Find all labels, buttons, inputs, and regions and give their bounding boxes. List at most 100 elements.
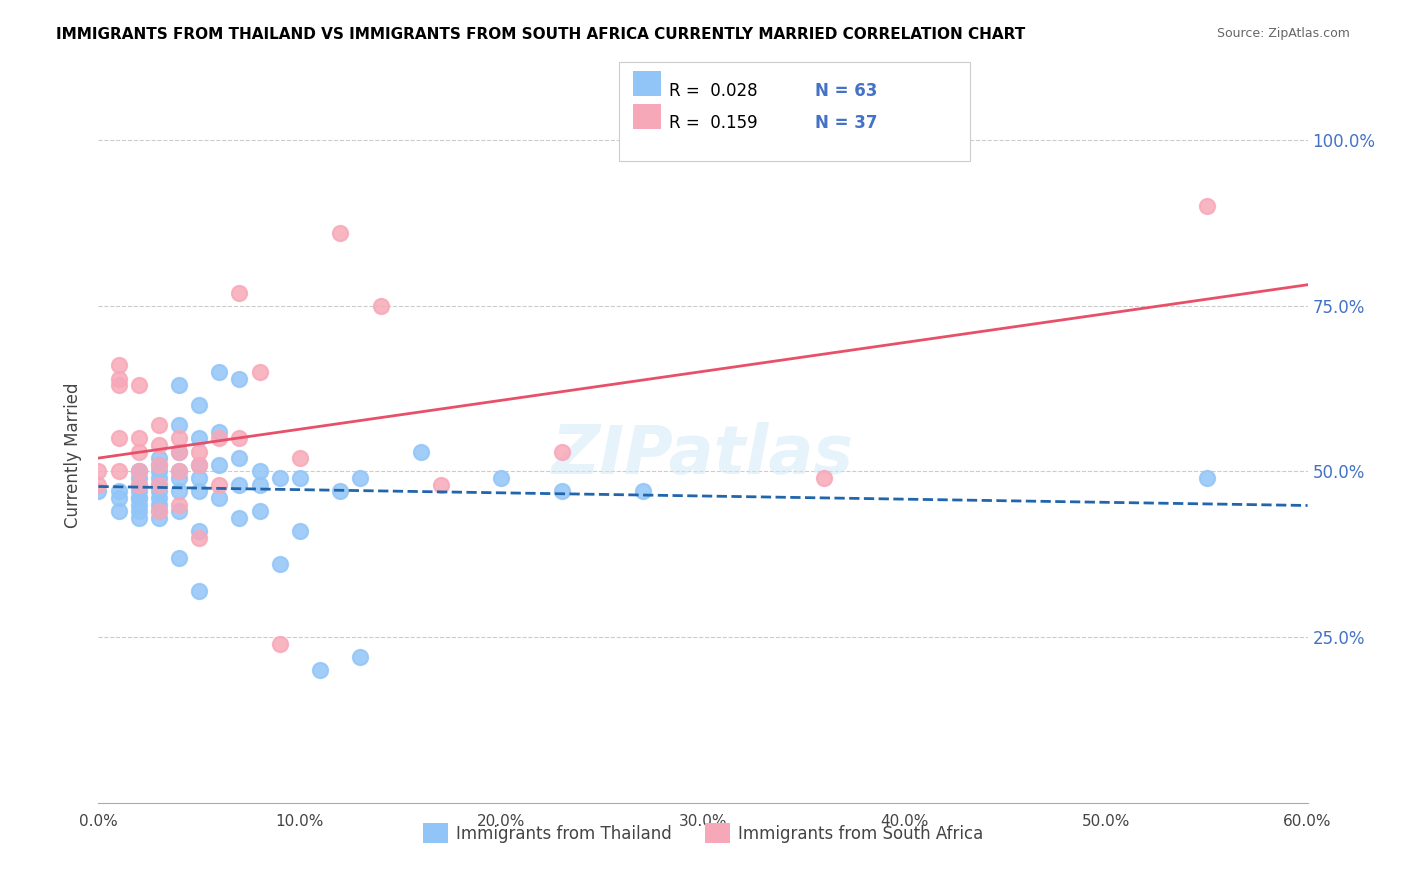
Point	[128, 491, 150, 505]
Point	[87, 477, 110, 491]
Point	[167, 504, 190, 518]
Point	[430, 477, 453, 491]
Point	[167, 444, 190, 458]
Point	[551, 484, 574, 499]
Point	[128, 378, 150, 392]
Point	[107, 372, 129, 386]
Point	[107, 431, 129, 445]
Point	[167, 378, 190, 392]
Point	[167, 465, 190, 479]
Point	[228, 431, 250, 445]
Point	[188, 431, 211, 445]
Point	[167, 498, 190, 512]
Point	[188, 471, 211, 485]
Point	[128, 511, 150, 525]
Point	[249, 365, 271, 379]
Point	[188, 458, 211, 472]
Point	[167, 484, 190, 499]
Point	[269, 558, 291, 572]
Point	[228, 451, 250, 466]
Text: ZIPatlas: ZIPatlas	[553, 422, 853, 488]
Point	[551, 444, 574, 458]
Point	[128, 465, 150, 479]
Point	[228, 285, 250, 300]
Point	[409, 444, 432, 458]
Text: R =  0.028: R = 0.028	[669, 82, 758, 100]
Point	[491, 471, 513, 485]
Point	[208, 431, 231, 445]
Point	[128, 477, 150, 491]
Point	[167, 418, 190, 433]
Point	[128, 498, 150, 512]
Point	[1195, 471, 1218, 485]
Point	[148, 477, 170, 491]
Point	[228, 372, 250, 386]
Point	[128, 465, 150, 479]
Point	[148, 458, 170, 472]
Point	[148, 504, 170, 518]
Point	[228, 477, 250, 491]
Point	[329, 484, 352, 499]
Point	[87, 484, 110, 499]
Text: IMMIGRANTS FROM THAILAND VS IMMIGRANTS FROM SOUTH AFRICA CURRENTLY MARRIED CORRE: IMMIGRANTS FROM THAILAND VS IMMIGRANTS F…	[56, 27, 1025, 42]
Point	[188, 444, 211, 458]
Point	[148, 477, 170, 491]
Y-axis label: Currently Married: Currently Married	[65, 382, 83, 528]
Point	[107, 484, 129, 499]
Point	[208, 477, 231, 491]
Point	[107, 465, 129, 479]
Point	[128, 484, 150, 499]
Text: N = 37: N = 37	[815, 114, 877, 132]
Point	[148, 418, 170, 433]
Point	[208, 365, 231, 379]
Point	[167, 550, 190, 565]
Point	[148, 458, 170, 472]
Point	[813, 471, 835, 485]
Point	[107, 491, 129, 505]
Point	[631, 484, 654, 499]
Point	[188, 531, 211, 545]
Point	[148, 438, 170, 452]
Text: N = 63: N = 63	[815, 82, 877, 100]
Point	[309, 663, 332, 677]
Point	[167, 465, 190, 479]
Point	[188, 458, 211, 472]
Point	[269, 471, 291, 485]
Point	[148, 465, 170, 479]
Point	[249, 504, 271, 518]
Point	[167, 444, 190, 458]
Point	[167, 471, 190, 485]
Point	[128, 471, 150, 485]
Point	[107, 378, 129, 392]
Point	[288, 524, 311, 538]
Point	[188, 398, 211, 412]
Point	[128, 491, 150, 505]
Point	[329, 226, 352, 240]
Point	[148, 484, 170, 499]
Point	[107, 359, 129, 373]
Point	[128, 444, 150, 458]
Text: R =  0.159: R = 0.159	[669, 114, 758, 132]
Point	[148, 498, 170, 512]
Point	[269, 637, 291, 651]
Point	[208, 491, 231, 505]
Point	[107, 504, 129, 518]
Point	[148, 471, 170, 485]
Point	[249, 465, 271, 479]
Point	[349, 650, 371, 665]
Point	[167, 431, 190, 445]
Point	[288, 451, 311, 466]
Point	[208, 425, 231, 439]
Point	[87, 465, 110, 479]
Point	[148, 491, 170, 505]
Point	[349, 471, 371, 485]
Point	[1195, 199, 1218, 213]
Point	[148, 504, 170, 518]
Point	[228, 511, 250, 525]
Point	[188, 583, 211, 598]
Point	[148, 511, 170, 525]
Point	[128, 504, 150, 518]
Point	[148, 451, 170, 466]
Point	[188, 484, 211, 499]
Point	[128, 431, 150, 445]
